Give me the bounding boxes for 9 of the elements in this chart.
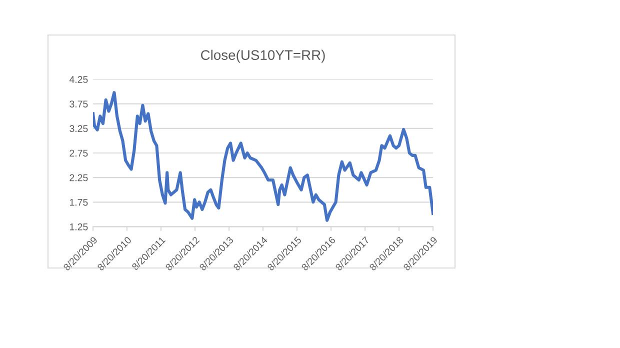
y-tick-label: 3.75	[70, 100, 88, 108]
y-tick-label: 3.25	[70, 125, 88, 132]
y-tick-label: 2.75	[70, 150, 88, 157]
line-series	[93, 91, 433, 222]
y-tick-label: 2.25	[70, 174, 88, 182]
y-tick-label: 4.25	[69, 76, 88, 83]
y-tick-label: 1.75	[70, 198, 88, 206]
y-tick-label: 1.25	[70, 223, 88, 230]
chart-title: Close(US10YT=RR)	[200, 50, 325, 63]
